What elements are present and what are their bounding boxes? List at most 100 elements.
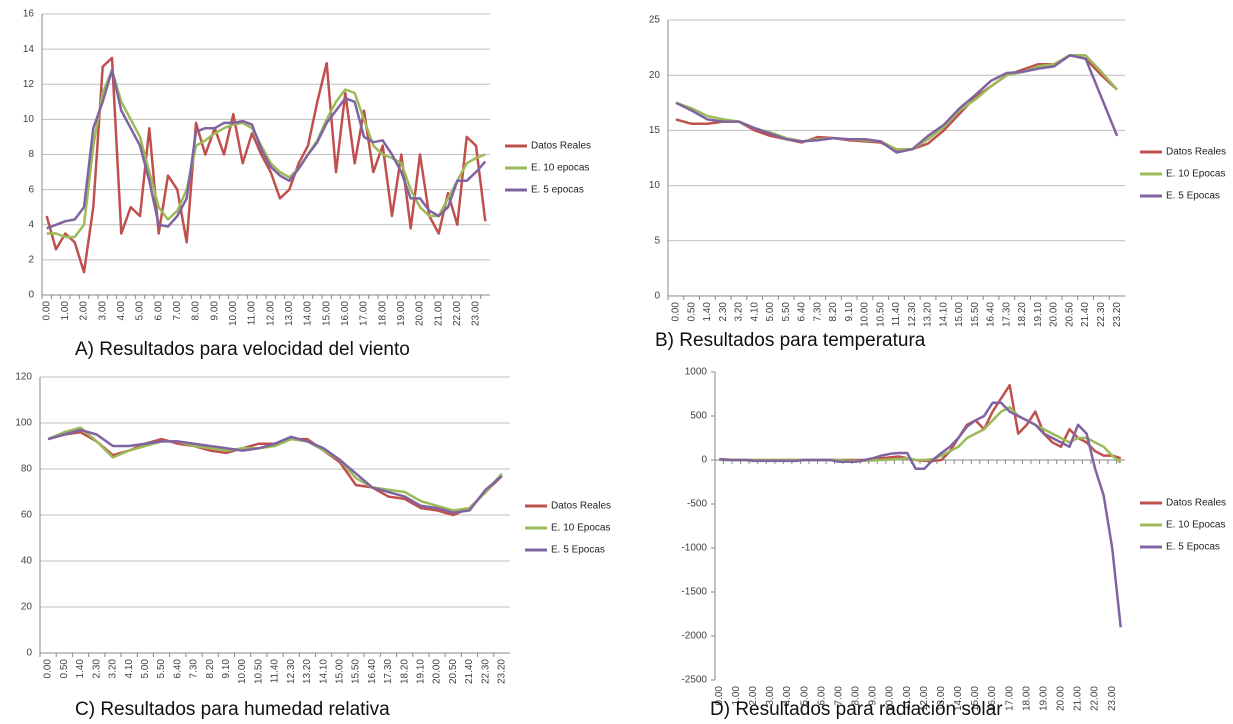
series-line [719,383,1122,463]
x-tick-label: 10.00 [885,686,896,711]
y-tick-label: 20 [21,602,33,613]
y-tick-label: -500 [687,499,707,510]
x-tick-label: 17.30 [383,659,394,684]
series-line [47,428,503,514]
x-tick-label: 0.50 [59,659,70,679]
series-line [675,54,1118,152]
y-tick-label: 0 [654,291,660,302]
series-line [46,68,487,230]
y-tick-label: 0 [26,648,32,659]
y-tick-label: 12 [23,79,35,90]
legend-label: E. 5 Epocas [1166,191,1220,202]
x-tick-label: 17.30 [1001,302,1012,327]
y-tick-label: 0 [701,455,707,466]
x-tick-label: 4.10 [749,302,760,322]
x-tick-label: 3.00 [97,301,108,321]
x-tick-label: 4.10 [124,659,135,679]
x-tick-label: 4.00 [782,686,793,706]
x-tick-label: 19.10 [1033,302,1044,327]
x-tick-label: 5.00 [140,659,151,679]
x-tick-label: 1.00 [731,686,742,706]
y-tick-label: 20 [649,70,661,81]
x-tick-label: 20.00 [1056,686,1067,711]
y-tick-label: 1000 [685,367,708,378]
x-tick-label: 23.00 [471,301,482,326]
x-tick-label: 2.00 [748,686,759,706]
x-tick-label: 17.00 [1004,686,1015,711]
y-tick-label: 60 [21,510,33,521]
x-tick-label: 12.30 [907,302,918,327]
x-tick-label: 20.50 [448,659,459,684]
y-tick-label: 16 [23,9,35,20]
y-tick-label: 5 [654,235,660,246]
legend-label: Datos Reales [1166,498,1226,509]
y-tick-label: 100 [15,418,32,429]
x-tick-label: 9.10 [844,302,855,322]
x-tick-label: 18.00 [1021,686,1032,711]
legend-label: E. 10 Epocas [551,523,610,534]
x-tick-label: 7.00 [172,301,183,321]
x-tick-label: 2.00 [79,301,90,321]
chart-caption: A) Resultados para velocidad del viento [75,339,410,360]
x-tick-label: 21.00 [433,301,444,326]
y-tick-label: 14 [23,44,35,55]
x-tick-label: 14.10 [318,659,329,684]
x-tick-label: 16.00 [987,686,998,711]
x-tick-label: 23.20 [1112,302,1123,327]
chart-caption: C) Resultados para humedad relativa [75,699,390,720]
x-tick-label: 10.00 [860,302,871,327]
y-tick-label: 10 [23,114,35,125]
x-tick-label: 7.00 [833,686,844,706]
series-line [675,54,1119,151]
x-tick-label: 16.40 [986,302,997,327]
x-tick-label: 9.00 [868,686,879,706]
x-tick-label: 8.20 [205,659,216,679]
series-line [719,401,1122,628]
x-tick-label: 13.00 [936,686,947,711]
x-tick-label: 0.00 [714,686,725,706]
x-tick-label: 5.50 [781,302,792,322]
chart-caption: B) Resultados para temperatura [655,330,926,351]
x-tick-label: 19.10 [416,659,427,684]
x-tick-label: 13.00 [284,301,295,326]
x-tick-label: 6.40 [172,659,183,679]
x-tick-label: 18.20 [1017,302,1028,327]
x-tick-label: 21.40 [1080,302,1091,327]
x-tick-label: 2.30 [718,302,729,322]
x-tick-label: 7.30 [189,659,200,679]
x-tick-label: 2.30 [91,659,102,679]
y-tick-label: 80 [21,464,33,475]
x-tick-label: 12.00 [265,301,276,326]
legend-label: E. 5 Epocas [1166,542,1220,553]
x-tick-label: 4.00 [116,301,127,321]
y-tick-label: 25 [649,15,661,26]
x-tick-label: 20.00 [1049,302,1060,327]
x-tick-label: 0.50 [686,302,697,322]
chart-caption: D) Resultados para radiación solar [710,699,1003,720]
x-tick-label: 12.00 [919,686,930,711]
x-tick-label: 5.00 [799,686,810,706]
x-tick-label: 21.40 [464,659,475,684]
x-tick-label: 3.20 [734,302,745,322]
x-tick-label: 15.00 [954,302,965,327]
x-tick-label: 23.00 [1107,686,1118,711]
x-tick-label: 0.00 [41,301,52,321]
x-tick-label: 3.20 [108,659,119,679]
x-tick-label: 14.00 [953,686,964,711]
legend-label: E. 10 Epocas [1166,169,1225,180]
x-tick-label: 22.30 [1096,302,1107,327]
x-tick-label: 16.40 [367,659,378,684]
x-tick-label: 21.00 [1073,686,1084,711]
series-line [46,68,486,239]
x-tick-label: 22.00 [1090,686,1101,711]
x-tick-label: 19.00 [396,301,407,326]
y-tick-label: -2000 [681,631,707,642]
x-tick-label: 5.00 [135,301,146,321]
x-tick-label: 18.00 [377,301,388,326]
legend-label: Datos Reales [551,501,611,512]
x-tick-label: 14.10 [938,302,949,327]
y-tick-label: 15 [649,125,661,136]
x-tick-label: 15.50 [970,302,981,327]
series-line [675,54,1119,154]
x-tick-label: 15.00 [970,686,981,711]
